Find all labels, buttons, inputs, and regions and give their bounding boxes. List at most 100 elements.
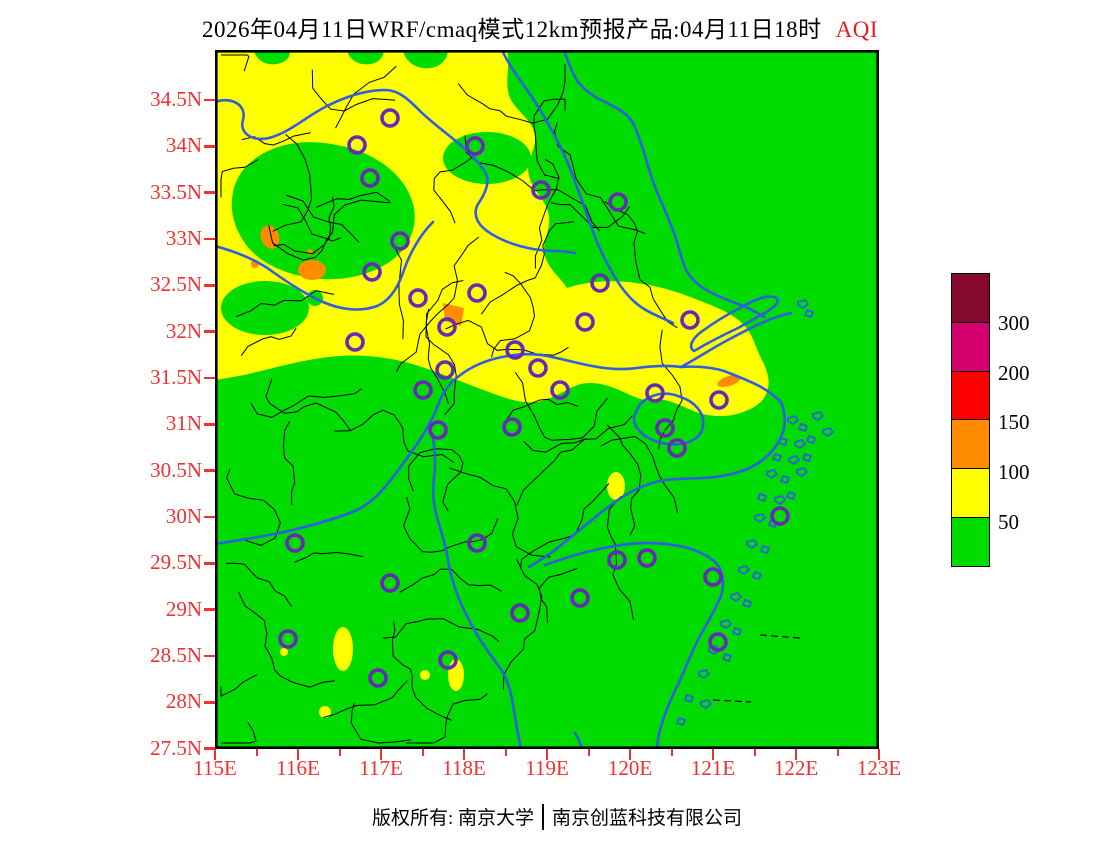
county-boundary-line: [268, 199, 391, 261]
city-marker: [590, 273, 610, 293]
taihu-lake: [632, 392, 705, 446]
x-axis-label: 122E: [773, 756, 819, 780]
city-marker: [437, 317, 457, 337]
legend-label: 300: [998, 310, 1030, 335]
x-axis-minor-tick: [338, 749, 341, 756]
island: [708, 645, 720, 655]
y-axis-label: 33.5N: [150, 179, 202, 204]
city-marker: [637, 548, 657, 568]
x-axis-minor-tick: [504, 749, 507, 756]
y-axis-label: 31N: [165, 411, 202, 436]
coast-hangzhou-bay-south: [543, 541, 725, 751]
yangtze-north-channel: [679, 311, 793, 369]
city-marker: [607, 550, 627, 570]
county-boundary-line: [221, 54, 250, 72]
city-marker: [345, 332, 365, 352]
island: [812, 411, 824, 421]
legend-color-block: [951, 321, 990, 372]
city-marker: [285, 533, 305, 553]
island: [802, 453, 812, 462]
island: [778, 437, 788, 446]
city-marker: [380, 108, 400, 128]
city-marker: [467, 533, 487, 553]
y-axis-tick: [204, 701, 215, 704]
county-boundary-line: [323, 680, 408, 718]
county-boundary-line: [333, 409, 455, 464]
county-boundary-line: [240, 327, 297, 356]
x-axis-label: 117E: [359, 756, 403, 780]
legend-color-block: [951, 273, 990, 323]
county-boundary-line: [392, 244, 404, 340]
island: [760, 545, 770, 554]
legend-label: 150: [998, 410, 1030, 435]
city-marker: [465, 136, 485, 156]
county-boundary-line: [315, 191, 391, 208]
aqi-legend: [951, 273, 990, 567]
county-boundary-line: [272, 133, 313, 232]
canal-border: [500, 48, 675, 325]
title-text: 2026年04月11日WRF/cmaq模式12km预报产品:04月11日18时: [201, 17, 822, 42]
x-axis-tick: [711, 749, 715, 760]
county-boundary-line: [235, 290, 335, 318]
county-boundary-line: [538, 567, 578, 623]
island: [738, 565, 750, 575]
island: [700, 699, 712, 709]
county-boundary-line: [457, 64, 566, 124]
city-marker: [368, 668, 388, 688]
city-marker: [575, 312, 595, 332]
island: [684, 694, 694, 703]
county-boundary-line: [399, 568, 502, 593]
island: [797, 299, 809, 309]
island: [804, 309, 814, 318]
island: [754, 513, 766, 523]
province-boundaries: [213, 48, 793, 751]
chongming-island: [689, 295, 779, 353]
x-axis-tick: [213, 749, 217, 760]
x-axis-minor-tick: [587, 749, 590, 756]
y-axis-tick: [204, 145, 215, 148]
map-border: [214, 49, 880, 750]
county-boundary-line: [406, 693, 488, 744]
y-axis-tick: [204, 423, 215, 426]
page-title: 2026年04月11日WRF/cmaq模式12km预报产品:04月11日18时 A…: [202, 10, 878, 44]
county-boundary-line: [425, 308, 457, 416]
island: [757, 493, 767, 502]
y-axis-label: 30N: [165, 503, 202, 528]
city-marker: [703, 567, 723, 587]
x-axis-label: 115E: [193, 756, 237, 780]
island: [752, 571, 762, 580]
x-axis-tick: [794, 749, 798, 760]
x-axis-label: 120E: [607, 756, 653, 780]
island: [766, 469, 778, 479]
legend-color-block: [951, 516, 990, 567]
county-boundary-line: [382, 618, 500, 643]
x-axis-label: 119E: [525, 756, 569, 780]
island: [787, 415, 799, 425]
x-axis-minor-tick: [836, 749, 839, 756]
county-boundary-line: [282, 421, 296, 506]
city-marker: [438, 650, 458, 670]
county-boundary-line: [250, 388, 363, 418]
county-boundary-line: [282, 203, 341, 242]
island: [788, 455, 800, 465]
island: [806, 435, 816, 444]
y-axis-tick: [204, 237, 215, 241]
legend-color-block: [951, 419, 990, 470]
city-marker: [360, 168, 380, 188]
x-axis-minor-tick: [421, 749, 424, 756]
county-boundary-line: [514, 371, 608, 441]
island: [720, 619, 732, 629]
city-marker: [709, 390, 729, 410]
city-markers: [278, 108, 790, 688]
county-boundary-line: [350, 702, 412, 744]
island: [772, 453, 782, 462]
x-axis-label: 121E: [690, 756, 736, 780]
county-boundary-line: [226, 468, 281, 546]
legend-label: 50: [998, 510, 1019, 534]
city-marker: [435, 360, 455, 380]
county-boundary-line: [225, 562, 292, 607]
x-axis-label: 118E: [442, 756, 486, 780]
y-axis-tick: [204, 191, 215, 194]
city-marker: [390, 231, 410, 251]
